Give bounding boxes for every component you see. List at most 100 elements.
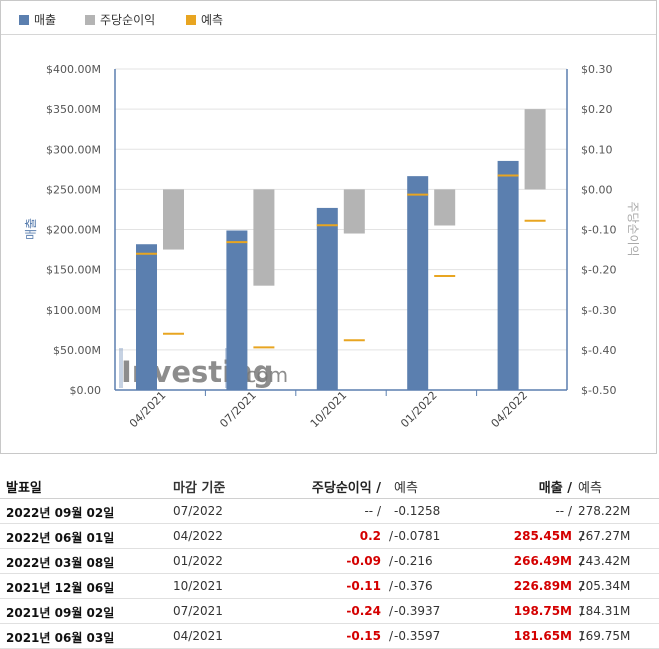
bars-layer (136, 109, 546, 390)
row-revenue: 285.45M (513, 529, 572, 543)
table-row: 2021년 12월 06일 10/2021 -0.11/-0.376 226.89M /… (0, 574, 659, 599)
y2-tick-label: $0.00 (581, 183, 613, 196)
row-revenue: 266.49M (513, 554, 572, 568)
row-revenue: 181.65M (513, 629, 572, 643)
row-revenue: 226.89M (513, 579, 572, 593)
y-tick-label: $200.00M (46, 224, 101, 237)
row-revenue-forecast: 169.75M (578, 629, 631, 643)
row-period-end: 04/2021 (173, 629, 223, 643)
eps-bar (253, 189, 275, 286)
x-tick-label: 10/2021 (308, 389, 350, 431)
y-axis-label: 매출 (24, 218, 38, 240)
legend-label-eps: 주당순이익 (100, 13, 156, 27)
legend-swatch-revenue (19, 15, 29, 25)
chart-legend: 매출 주당순이익 예측 (1, 1, 656, 35)
legend-item-eps[interactable]: 주당순이익 (85, 11, 155, 28)
legend-label-forecast: 예측 (201, 13, 224, 27)
y-tick-label: $150.00M (46, 264, 101, 277)
slash-separator: / (388, 629, 393, 643)
revenue-bar (316, 207, 338, 390)
row-revenue-forecast: 205.34M (578, 579, 631, 593)
header-revenue-forecast[interactable]: 예측 (578, 481, 602, 496)
table-row: 2021년 06월 03일 04/2021 -0.15/-0.3597 181.65M… (0, 624, 659, 649)
header-eps-forecast[interactable]: 예측 (394, 481, 418, 496)
y-tick-label: $0.00 (70, 384, 102, 397)
eps-bar (163, 189, 184, 250)
y-tick-label: $100.00M (46, 304, 101, 317)
row-eps-forecast: -0.1258 (394, 504, 441, 518)
table-row: 2022년 03월 08일 01/2022 -0.09/-0.216 266.49M /… (0, 549, 659, 574)
y2-tick-label: $-0.20 (581, 264, 616, 277)
slash-separator: / (579, 529, 584, 543)
table-row: 2022년 06월 01일 04/2022 0.2/-0.0781 285.45M/2… (0, 524, 659, 549)
row-eps: -- / (364, 504, 381, 518)
row-period-end: 07/2021 (173, 604, 223, 618)
row-eps: -0.09 (346, 554, 381, 568)
earnings-chart-panel: 매출 주당순이익 예측 Investing .com $0.00 $50.00M $… (0, 0, 657, 454)
header-eps[interactable]: 주당순이익 / (311, 481, 381, 496)
header-date[interactable]: 발표일 (6, 481, 42, 496)
row-date: 2022년 03월 08일 (6, 556, 115, 570)
row-revenue: -- / (555, 504, 572, 518)
row-revenue: 198.75M (513, 604, 572, 618)
row-revenue-forecast: 278.22M (578, 504, 631, 518)
slash-separator: / (579, 554, 584, 568)
row-eps-forecast: -0.216 (394, 554, 433, 568)
y2-tick-label: $-0.10 (581, 224, 616, 237)
row-period-end: 10/2021 (173, 579, 223, 593)
y2-tick-label: $0.10 (581, 143, 613, 156)
row-eps-forecast: -0.376 (394, 579, 433, 593)
x-tick-label: 04/2021 (127, 389, 169, 431)
y-tick-label: $250.00M (46, 183, 101, 196)
y2-tick-label: $-0.50 (581, 384, 616, 397)
row-date: 2021년 06월 03일 (6, 631, 115, 645)
grid-layer (115, 68, 567, 351)
y2-tick-label: $0.20 (581, 103, 613, 116)
row-period-end: 01/2022 (173, 554, 223, 568)
legend-swatch-eps (85, 15, 95, 25)
slash-separator: / (388, 554, 393, 568)
row-date: 2021년 09월 02일 (6, 606, 115, 620)
slash-separator: / (579, 604, 584, 618)
row-revenue-forecast: 243.42M (578, 554, 631, 568)
row-date: 2022년 09월 02일 (6, 506, 115, 520)
revenue-bar (497, 160, 519, 390)
slash-separator: / (579, 579, 584, 593)
eps-bar (343, 189, 365, 234)
table-header: 발표일 마감 기준 주당순이익 / 예측 매출 / 예측 (0, 470, 659, 499)
y2-tick-label: $-0.40 (581, 344, 616, 357)
table-row: 2022년 09월 02일 07/2022 -- / -0.1258 -- / 278.2… (0, 499, 659, 524)
revenue-bar (407, 176, 429, 390)
row-period-end: 07/2022 (173, 504, 223, 518)
y2-tick-label: $-0.30 (581, 304, 616, 317)
slash-separator: / (388, 579, 393, 593)
y-tick-label: $300.00M (46, 143, 101, 156)
row-date: 2021년 12월 06일 (6, 581, 115, 595)
row-revenue-forecast: 184.31M (578, 604, 631, 618)
row-date: 2022년 06월 01일 (6, 531, 115, 545)
legend-label-revenue: 매출 (34, 13, 57, 27)
y2-axis-label: 주당순이익 (626, 201, 640, 256)
header-period-end[interactable]: 마감 기준 (173, 481, 226, 496)
row-eps: -0.11 (346, 579, 381, 593)
row-revenue-forecast: 267.27M (578, 529, 631, 543)
y-tick-label: $350.00M (46, 103, 101, 116)
eps-bar (434, 189, 456, 226)
chart-plot: Investing .com $0.00$50.00M$100.00M$150.… (24, 63, 640, 431)
legend-item-forecast[interactable]: 예측 (186, 11, 223, 28)
slash-separator: / (388, 604, 393, 618)
table-body: 2022년 09월 02일 07/2022 -- / -0.1258 -- / 278.2… (0, 499, 659, 649)
row-eps-forecast: -0.0781 (394, 529, 441, 543)
header-revenue[interactable]: 매출 / (538, 481, 572, 496)
y-tick-label: $400.00M (46, 63, 101, 76)
watermark-bar-1 (119, 348, 123, 388)
legend-swatch-forecast (186, 15, 196, 25)
x-tick-label: 04/2022 (489, 389, 531, 431)
legend-item-revenue[interactable]: 매출 (19, 11, 56, 28)
row-eps: 0.2 (359, 529, 381, 543)
revenue-bar (136, 244, 157, 390)
row-eps-forecast: -0.3937 (394, 604, 441, 618)
row-eps: -0.15 (346, 629, 381, 643)
x-tick-label: 01/2022 (398, 389, 440, 431)
row-period-end: 04/2022 (173, 529, 223, 543)
